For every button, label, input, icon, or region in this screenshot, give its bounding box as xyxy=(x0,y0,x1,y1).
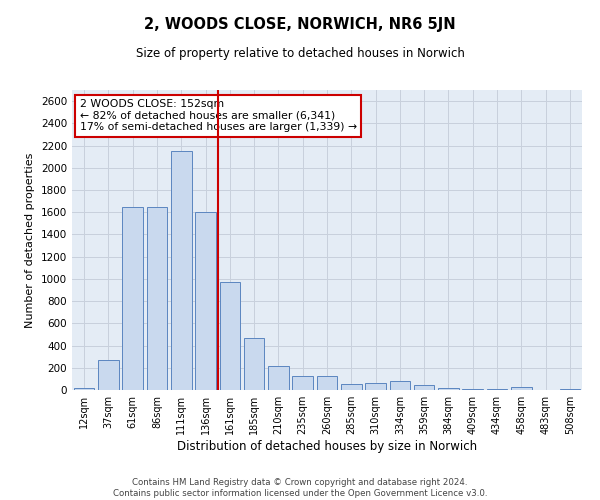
Bar xyxy=(244,338,265,390)
Bar xyxy=(220,282,240,390)
Bar xyxy=(171,151,191,390)
Y-axis label: Number of detached properties: Number of detached properties xyxy=(25,152,35,328)
Bar xyxy=(365,384,386,390)
Bar xyxy=(487,389,508,390)
X-axis label: Distribution of detached houses by size in Norwich: Distribution of detached houses by size … xyxy=(177,440,477,453)
Bar xyxy=(268,366,289,390)
Bar xyxy=(414,385,434,390)
Bar xyxy=(511,387,532,390)
Bar xyxy=(560,388,580,390)
Bar xyxy=(98,360,119,390)
Text: Size of property relative to detached houses in Norwich: Size of property relative to detached ho… xyxy=(136,48,464,60)
Bar xyxy=(74,388,94,390)
Bar xyxy=(195,212,216,390)
Text: 2, WOODS CLOSE, NORWICH, NR6 5JN: 2, WOODS CLOSE, NORWICH, NR6 5JN xyxy=(144,18,456,32)
Bar xyxy=(341,384,362,390)
Bar xyxy=(122,206,143,390)
Bar xyxy=(463,389,483,390)
Bar xyxy=(317,376,337,390)
Bar xyxy=(438,388,459,390)
Bar xyxy=(389,381,410,390)
Bar xyxy=(292,376,313,390)
Text: 2 WOODS CLOSE: 152sqm
← 82% of detached houses are smaller (6,341)
17% of semi-d: 2 WOODS CLOSE: 152sqm ← 82% of detached … xyxy=(80,99,357,132)
Text: Contains HM Land Registry data © Crown copyright and database right 2024.
Contai: Contains HM Land Registry data © Crown c… xyxy=(113,478,487,498)
Bar xyxy=(146,206,167,390)
